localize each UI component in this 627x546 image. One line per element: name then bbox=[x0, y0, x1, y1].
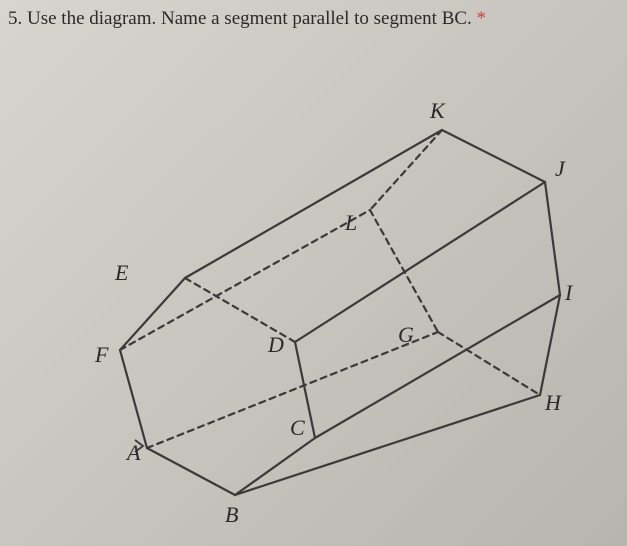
vertex-label-I: I bbox=[565, 280, 572, 306]
vertex-label-E: E bbox=[115, 260, 128, 286]
question-body: Use the diagram. Name a segment parallel… bbox=[27, 8, 472, 29]
question-text: 5. Use the diagram. Name a segment paral… bbox=[8, 8, 486, 30]
edge-FA bbox=[120, 350, 147, 448]
edge-JK bbox=[442, 130, 545, 182]
question-number: 5. bbox=[8, 8, 22, 29]
vertex-label-G: G bbox=[398, 322, 414, 348]
edge-EK bbox=[185, 130, 442, 278]
vertex-label-F: F bbox=[95, 342, 108, 368]
prism-svg bbox=[80, 60, 600, 530]
vertex-label-C: C bbox=[290, 415, 305, 441]
edge-FL bbox=[120, 210, 370, 350]
edge-HI bbox=[540, 295, 560, 395]
edge-GH bbox=[438, 332, 540, 395]
vertex-label-L: L bbox=[345, 210, 357, 236]
edge-IJ bbox=[545, 182, 560, 295]
edge-DJ bbox=[295, 182, 545, 342]
edge-BH bbox=[235, 395, 540, 495]
required-asterisk: * bbox=[477, 8, 487, 29]
edge-BC bbox=[235, 438, 315, 495]
edge-EF bbox=[120, 278, 185, 350]
vertex-label-D: D bbox=[268, 332, 284, 358]
edge-AB bbox=[147, 448, 235, 495]
prism-diagram: A B C D E F G H I J K L bbox=[80, 60, 600, 530]
vertex-label-H: H bbox=[545, 390, 561, 416]
vertex-label-A: A bbox=[127, 440, 140, 466]
edge-KL bbox=[370, 130, 442, 210]
vertex-label-B: B bbox=[225, 502, 238, 528]
vertex-label-K: K bbox=[430, 98, 445, 124]
vertex-label-J: J bbox=[555, 156, 565, 182]
